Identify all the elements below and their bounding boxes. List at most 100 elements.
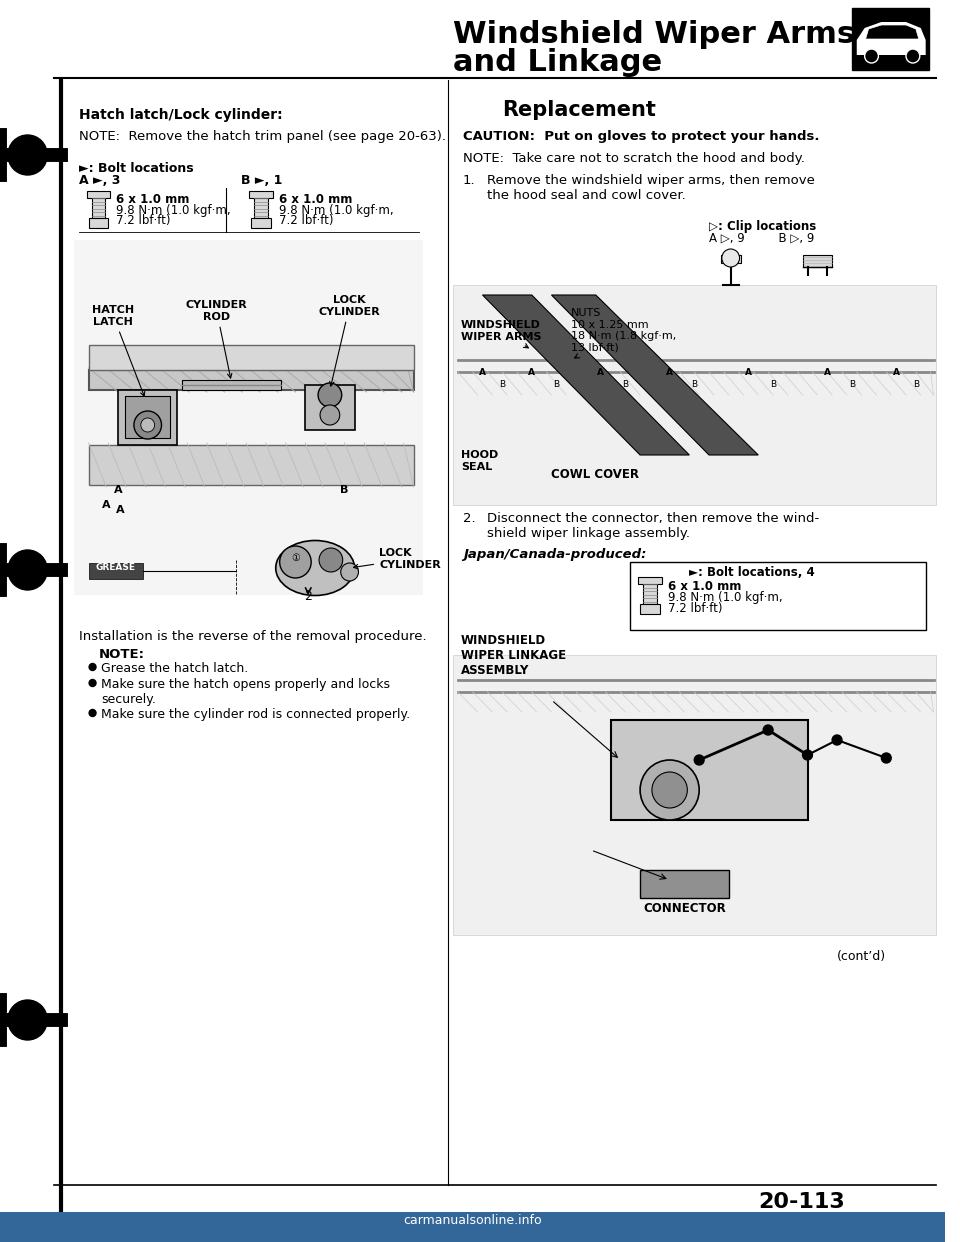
Text: Windshield Wiper Arms: Windshield Wiper Arms xyxy=(453,20,855,48)
Text: CYLINDER
ROD: CYLINDER ROD xyxy=(186,301,248,378)
Text: B: B xyxy=(622,380,629,389)
Circle shape xyxy=(341,563,358,581)
Text: CAUTION:  Put on gloves to protect your hands.: CAUTION: Put on gloves to protect your h… xyxy=(463,130,819,143)
Text: A: A xyxy=(824,368,830,378)
Circle shape xyxy=(134,411,161,438)
Bar xyxy=(305,385,354,430)
Text: A: A xyxy=(116,505,125,515)
Circle shape xyxy=(881,753,891,763)
Text: 1.: 1. xyxy=(463,174,475,188)
Circle shape xyxy=(694,755,704,765)
Bar xyxy=(125,396,170,438)
Circle shape xyxy=(89,709,96,717)
Text: COWL COVER: COWL COVER xyxy=(551,468,639,481)
Ellipse shape xyxy=(276,540,354,595)
Text: and Linkage: and Linkage xyxy=(453,48,662,77)
Bar xyxy=(88,445,414,484)
Text: 6 x 1.0 mm: 6 x 1.0 mm xyxy=(278,193,352,206)
Bar xyxy=(88,563,143,579)
Text: WINDSHIELD
WIPER LINKAGE
ASSEMBLY: WINDSHIELD WIPER LINKAGE ASSEMBLY xyxy=(461,633,566,677)
Text: Hatch latch/Lock cylinder:: Hatch latch/Lock cylinder: xyxy=(79,108,282,122)
Text: A: A xyxy=(893,368,900,378)
Text: Installation is the reverse of the removal procedure.: Installation is the reverse of the remov… xyxy=(79,630,426,643)
Circle shape xyxy=(640,760,699,820)
Bar xyxy=(254,194,268,219)
Text: GREASE: GREASE xyxy=(95,563,135,573)
Text: ►: Bolt locations: ►: Bolt locations xyxy=(79,161,193,175)
Circle shape xyxy=(832,735,842,745)
Polygon shape xyxy=(483,296,689,455)
Bar xyxy=(631,561,925,630)
Text: B: B xyxy=(849,380,855,389)
Text: Remove the windshield wiper arms, then remove
the hood seal and cowl cover.: Remove the windshield wiper arms, then r… xyxy=(488,174,815,202)
Text: 2.: 2. xyxy=(463,512,475,525)
Text: 7.2 lbf·ft): 7.2 lbf·ft) xyxy=(278,214,333,227)
Circle shape xyxy=(8,550,47,590)
Bar xyxy=(182,380,280,390)
Bar xyxy=(611,720,807,820)
Text: 9.8 N·m (1.0 kgf·m,: 9.8 N·m (1.0 kgf·m, xyxy=(278,204,394,217)
Text: A: A xyxy=(666,368,673,378)
Text: B: B xyxy=(499,380,505,389)
Circle shape xyxy=(89,679,96,687)
Text: Replacement: Replacement xyxy=(502,101,656,120)
Text: LOCK
CYLINDER: LOCK CYLINDER xyxy=(353,548,441,570)
Text: HATCH
LATCH: HATCH LATCH xyxy=(92,306,145,396)
Text: NOTE:: NOTE: xyxy=(99,648,144,661)
Text: NOTE:  Take care not to scratch the hood and body.: NOTE: Take care not to scratch the hood … xyxy=(463,152,804,165)
Text: ▷: Clip locations: ▷: Clip locations xyxy=(709,220,816,233)
Text: Make sure the hatch opens properly and locks
securely.: Make sure the hatch opens properly and l… xyxy=(102,678,391,705)
Polygon shape xyxy=(856,22,925,55)
Text: 2: 2 xyxy=(304,590,312,604)
Bar xyxy=(252,219,271,229)
Text: Disconnect the connector, then remove the wind-
shield wiper linkage assembly.: Disconnect the connector, then remove th… xyxy=(488,512,820,540)
Circle shape xyxy=(89,663,96,671)
Text: 7.2 lbf·ft): 7.2 lbf·ft) xyxy=(116,214,171,227)
Text: A ►, 3: A ►, 3 xyxy=(79,174,120,188)
Text: 6 x 1.0 mm: 6 x 1.0 mm xyxy=(667,580,741,592)
Polygon shape xyxy=(866,25,919,39)
Text: B: B xyxy=(341,484,348,496)
Circle shape xyxy=(803,750,812,760)
Circle shape xyxy=(652,773,687,809)
Bar xyxy=(88,345,414,370)
Polygon shape xyxy=(88,370,414,390)
Circle shape xyxy=(318,383,342,407)
Bar xyxy=(640,869,729,898)
Text: 20-113: 20-113 xyxy=(758,1192,845,1212)
Text: B: B xyxy=(691,380,697,389)
Text: NUTS
10 x 1.25 mm
18 N·m (1.8 kgf·m,
13 lbf·ft): NUTS 10 x 1.25 mm 18 N·m (1.8 kgf·m, 13 … xyxy=(571,308,677,358)
Bar xyxy=(803,255,832,267)
Text: Japan/Canada-produced:: Japan/Canada-produced: xyxy=(463,548,646,561)
Circle shape xyxy=(906,48,920,63)
Circle shape xyxy=(763,725,773,735)
Text: Grease the hatch latch.: Grease the hatch latch. xyxy=(102,662,249,674)
Circle shape xyxy=(865,48,878,63)
Bar xyxy=(74,240,423,595)
Bar xyxy=(640,604,660,614)
Text: NOTE:  Remove the hatch trim panel (see page 20-63).: NOTE: Remove the hatch trim panel (see p… xyxy=(79,130,445,143)
Text: Make sure the cylinder rod is connected properly.: Make sure the cylinder rod is connected … xyxy=(102,708,411,722)
Text: A: A xyxy=(479,368,486,378)
Text: A: A xyxy=(597,368,604,378)
Bar xyxy=(638,578,661,584)
Circle shape xyxy=(320,405,340,425)
Bar xyxy=(86,191,110,197)
Circle shape xyxy=(722,248,739,267)
Text: A: A xyxy=(745,368,752,378)
Circle shape xyxy=(279,546,311,578)
Text: B ►, 1: B ►, 1 xyxy=(241,174,282,188)
Text: CONNECTOR: CONNECTOR xyxy=(643,902,726,915)
Bar xyxy=(118,390,178,445)
Bar xyxy=(643,580,657,604)
Text: ①: ① xyxy=(291,553,300,563)
Text: A: A xyxy=(114,484,123,496)
Bar xyxy=(88,219,108,229)
Text: LOCK
CYLINDER: LOCK CYLINDER xyxy=(319,296,380,386)
Text: A: A xyxy=(102,501,110,510)
Text: 9.8 N·m (1.0 kgf·m,: 9.8 N·m (1.0 kgf·m, xyxy=(116,204,230,217)
Bar xyxy=(0,1212,946,1242)
Text: 6 x 1.0 mm: 6 x 1.0 mm xyxy=(116,193,189,206)
Text: B: B xyxy=(770,380,776,389)
Text: 9.8 N·m (1.0 kgf·m,: 9.8 N·m (1.0 kgf·m, xyxy=(667,591,782,604)
